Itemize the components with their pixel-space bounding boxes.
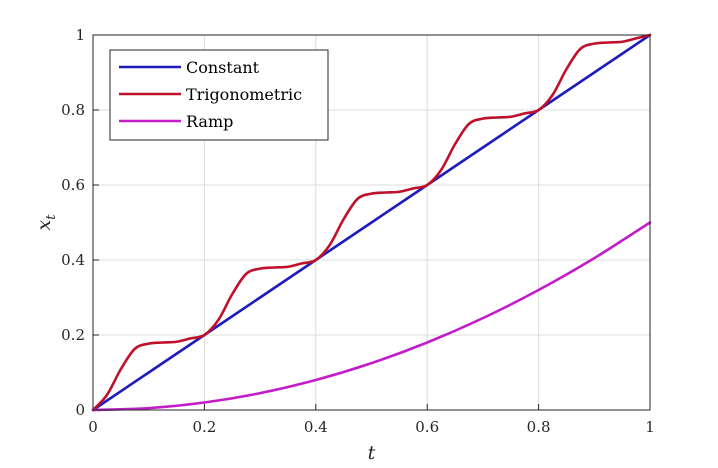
y-tick-label: 0.2: [61, 326, 85, 344]
x-tick-label: 0: [88, 418, 98, 436]
y-tick-label: 0: [75, 401, 85, 419]
y-tick-label: 0.6: [61, 176, 85, 194]
x-tick-label: 0.4: [304, 418, 328, 436]
y-axis-label: xt: [33, 214, 59, 231]
legend: Constant Trigonometric Ramp: [109, 49, 329, 141]
x-tick-label: 1: [645, 418, 655, 436]
x-tick-label: 0.6: [415, 418, 439, 436]
series-line-constant: [91, 33, 652, 412]
legend-label-trigonometric: Trigonometric: [186, 85, 302, 104]
x-axis-label: t: [368, 442, 376, 464]
x-tick-label: 0.8: [527, 418, 551, 436]
legend-label-constant: Constant: [186, 58, 260, 77]
x-tick-label: 0.2: [192, 418, 216, 436]
plot-frame: [92, 34, 651, 411]
series-lines: [91, 33, 652, 412]
legend-label-ramp: Ramp: [186, 112, 233, 131]
axis-ticks: 0 0.2 0.4 0.6 0.8 1 0 0.2 0.4 0.6 0.8 1: [61, 26, 655, 436]
y-tick-label: 0.8: [61, 101, 85, 119]
series-line-trigonometric: [91, 33, 652, 412]
y-tick-label: 1: [75, 26, 85, 44]
series-line-ramp: [91, 221, 652, 412]
y-tick-label: 0.4: [61, 251, 85, 269]
